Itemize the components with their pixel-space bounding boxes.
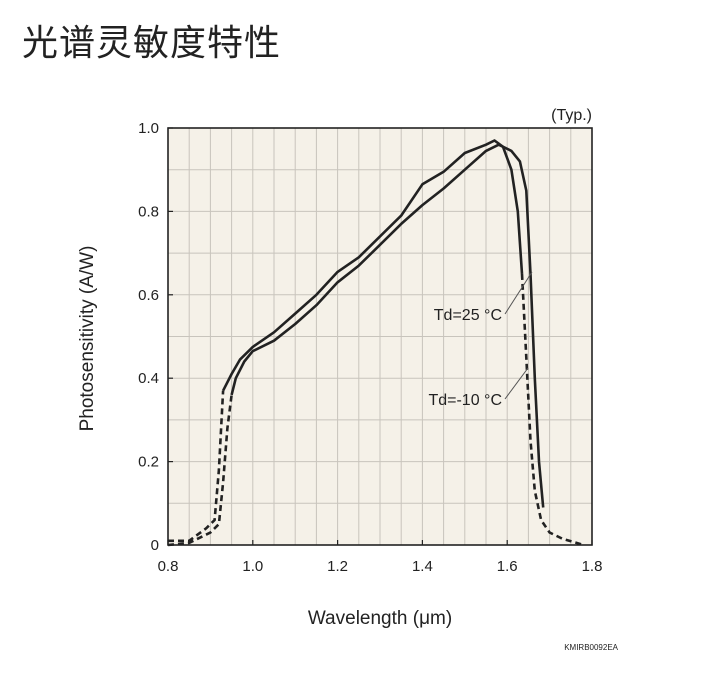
annotation-leader-line [504,271,533,315]
series-solid-line [230,143,545,508]
y-axis-label: Photosensitivity (A/W) [77,246,98,432]
x-tick-label: 1.2 [327,558,348,575]
x-tick-label: 0.8 [158,558,179,575]
x-tick-label: 1.4 [412,558,433,575]
x-axis-label: Wavelength (μm) [308,608,452,629]
x-tick-label: 1.8 [582,558,603,575]
y-tick-label: 1.0 [138,120,159,137]
y-tick-label: 0.6 [138,287,159,304]
annotation-leader-line [504,367,529,400]
series-dashed-tail [520,273,584,547]
x-tick-label: 1.0 [242,558,263,575]
series-dashed-segment [167,394,233,547]
curves [167,139,584,547]
series-1 [168,139,584,547]
plot-frame [167,127,593,546]
x-tick-label: 1.6 [497,558,518,575]
y-tick-label: 0.4 [138,370,159,387]
y-tick-label: 0.8 [138,203,159,220]
labels: 0.8 1.0 1.2 1.4 1.6 1.8 0 0.2 0.4 0.6 0.8 1.0 Wavele… [77,107,619,652]
grid [168,128,592,545]
series-solid-line [221,139,524,392]
ticks [167,127,593,546]
y-tick-label: 0.2 [138,454,159,471]
series-annotation: Td=-10 °C [428,392,502,409]
series-annotation: Td=25 °C [434,307,502,324]
page-title: 光谱灵敏度特性 [22,23,282,64]
series-0 [167,143,545,547]
figure-code: KMIRB0092EA [564,643,618,652]
y-tick-label: 0 [151,537,159,554]
typical-note: (Typ.) [551,107,592,124]
